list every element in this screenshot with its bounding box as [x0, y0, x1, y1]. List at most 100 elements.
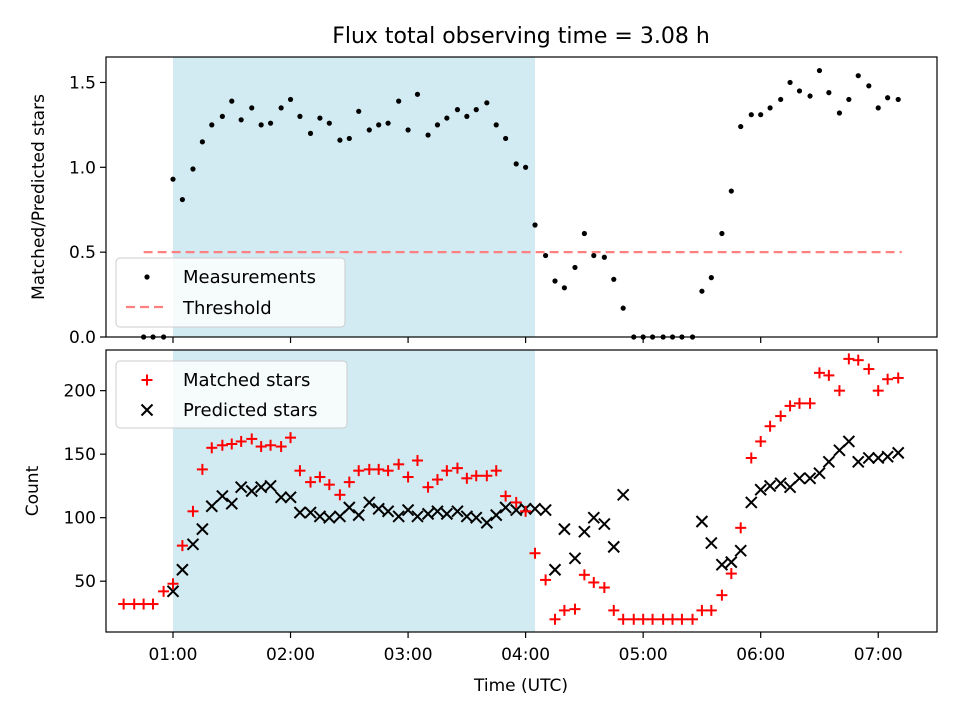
measurement-point	[366, 127, 372, 133]
matched-point	[725, 568, 737, 580]
matched-point	[833, 385, 845, 397]
top-y-axis-label: Matched/Predicted stars	[29, 94, 49, 300]
legend-measurements-marker	[144, 274, 150, 280]
measurement-point	[317, 115, 323, 121]
predicted-point	[754, 483, 767, 496]
predicted-point-b	[284, 491, 297, 504]
measurement-point	[826, 90, 832, 96]
predicted-point-b	[528, 502, 542, 515]
matched-point	[343, 476, 355, 488]
predicted-point	[539, 503, 552, 517]
measurement-point	[376, 122, 382, 128]
predicted-point-b	[274, 491, 288, 504]
predicted-point-b	[440, 507, 454, 521]
matched-point	[872, 385, 884, 397]
predicted-point	[499, 501, 512, 514]
predicted-point-b	[245, 484, 258, 498]
matched-point	[167, 578, 179, 590]
measurement-point	[611, 276, 617, 282]
matched-point	[676, 613, 688, 625]
count-points	[118, 353, 905, 625]
measurement-point	[219, 113, 225, 119]
predicted-point-b	[372, 502, 385, 515]
predicted-point	[892, 446, 905, 460]
measurement-point	[249, 105, 255, 111]
top-legend: Measurements Threshold	[115, 257, 346, 328]
predicted-point-b	[803, 472, 817, 485]
measurement-point	[385, 120, 391, 126]
matched-point	[314, 471, 326, 483]
measurement-point	[278, 105, 284, 111]
measurement-point	[532, 222, 538, 228]
measurement-point	[581, 230, 587, 237]
predicted-point-b	[813, 467, 826, 480]
bottom-y-axis-label: Count	[23, 465, 43, 516]
measurement-point	[444, 115, 450, 121]
matched-point	[176, 540, 188, 552]
measurement-point	[708, 275, 714, 281]
measurement-point	[796, 88, 803, 94]
measurement-point	[885, 95, 891, 101]
matched-point	[892, 372, 904, 384]
measurement-point	[748, 112, 754, 118]
predicted-point	[715, 558, 729, 571]
predicted-point	[234, 480, 248, 494]
bottom-axes-frame	[105, 349, 938, 633]
predicted-point	[813, 467, 826, 480]
bottom-y-tick-label: 150	[64, 445, 96, 465]
top-y-tick-label: 0.5	[69, 243, 96, 263]
predicted-point	[793, 472, 806, 485]
measurement-point	[895, 96, 901, 103]
measurement-point	[552, 278, 558, 284]
bottom-x-ticks: 01:00 02:00 03:00 04:00 05:00 06:00 07:00	[148, 632, 903, 665]
matched-point	[441, 465, 453, 477]
measurement-point	[728, 188, 734, 194]
matched-point	[451, 462, 463, 474]
measurement-point	[209, 122, 215, 128]
predicted-point-b	[225, 497, 238, 510]
predicted-point	[881, 450, 894, 463]
predicted-point-b	[176, 563, 189, 576]
predicted-point-b	[205, 500, 218, 513]
measurement-point	[807, 93, 813, 99]
bottom-y-tick-label: 50	[74, 572, 96, 592]
predicted-point-b	[254, 480, 268, 494]
measurement-point	[414, 91, 421, 97]
matched-point	[755, 435, 767, 447]
legend-matched-label: Matched stars	[183, 370, 310, 391]
predicted-point-b	[421, 507, 435, 521]
measurement-point	[326, 120, 332, 126]
matched-point	[863, 363, 875, 375]
matched-point	[843, 353, 855, 365]
matched-point	[608, 604, 620, 616]
predicted-point	[568, 552, 582, 565]
matched-point	[735, 522, 747, 534]
matched-point	[265, 439, 277, 451]
predicted-point	[166, 585, 180, 598]
predicted-point-b	[745, 496, 758, 509]
predicted-point-b	[431, 505, 444, 518]
measurement-point	[190, 166, 196, 172]
bottom-y-tick-label: 200	[64, 382, 96, 402]
matched-point	[246, 433, 258, 445]
predicted-point	[725, 555, 738, 569]
matched-point	[637, 613, 649, 625]
measurement-point	[503, 135, 509, 142]
predicted-point-b	[842, 435, 856, 448]
matched-point	[540, 574, 552, 586]
predicted-point-b	[548, 563, 562, 576]
measurement-point	[542, 252, 549, 259]
matched-point	[549, 613, 561, 625]
matched-point	[255, 441, 267, 453]
measurement-point	[337, 137, 343, 143]
predicted-point	[822, 455, 836, 468]
predicted-point	[205, 500, 218, 513]
predicted-point	[245, 484, 258, 498]
predicted-point-b	[862, 451, 876, 465]
predicted-point	[293, 506, 307, 519]
matched-point	[275, 441, 287, 453]
matched-point	[569, 603, 581, 615]
x-tick-label: 06:00	[736, 645, 785, 665]
predicted-point	[490, 508, 503, 522]
matched-point	[470, 470, 482, 482]
